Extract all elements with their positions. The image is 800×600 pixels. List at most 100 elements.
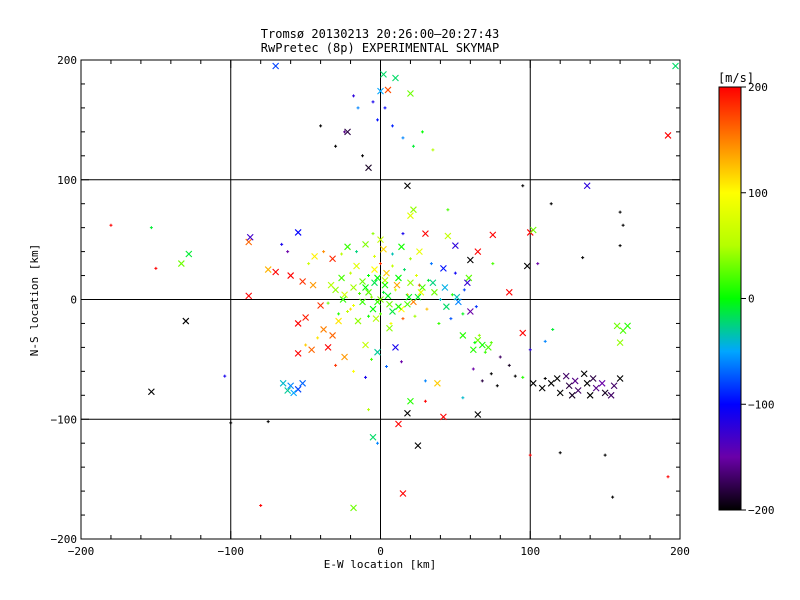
marker-stroke [334, 363, 338, 367]
echo-marker-large [434, 379, 441, 387]
echo-marker-small [259, 503, 263, 507]
echo-marker-small [489, 372, 493, 376]
marker-stroke [543, 339, 547, 343]
marker-stroke [335, 317, 342, 325]
marker-stroke [461, 396, 465, 400]
marker-stroke [440, 264, 447, 272]
echo-marker-small [379, 262, 382, 266]
echo-marker-small [446, 208, 450, 212]
marker-stroke [420, 130, 424, 134]
marker-stroke [371, 232, 375, 236]
echo-marker-large [414, 293, 422, 301]
echo-marker-large [369, 305, 377, 313]
marker-stroke [453, 271, 457, 275]
echo-marker-small [420, 130, 424, 134]
marker-stroke [353, 262, 360, 270]
echo-marker-small [334, 363, 338, 367]
y-axis-label: N-S location [km] [28, 244, 41, 357]
marker-stroke [466, 256, 474, 264]
marker-stroke [477, 333, 481, 337]
echo-marker-large [380, 245, 387, 253]
marker-stroke [395, 303, 402, 311]
echo-marker-small [229, 421, 233, 425]
marker-stroke [182, 317, 190, 325]
echo-marker-large [350, 504, 357, 512]
marker-stroke [339, 296, 347, 303]
echo-marker-large [466, 256, 474, 264]
echo-marker-small [367, 274, 371, 278]
echo-marker-small [352, 303, 356, 307]
marker-stroke [610, 382, 618, 390]
marker-stroke [364, 375, 368, 379]
echo-marker-large [384, 292, 392, 300]
echo-marker-large [353, 262, 360, 270]
echo-marker-large [616, 339, 624, 346]
echo-marker-large [317, 302, 324, 309]
marker-stroke [407, 212, 414, 220]
marker-stroke [419, 284, 426, 291]
marker-stroke [392, 74, 399, 82]
echo-marker-small [379, 312, 382, 316]
x-tick-label: 100 [520, 545, 540, 558]
marker-stroke [307, 262, 311, 266]
echo-marker-small [453, 271, 457, 275]
marker-stroke [529, 379, 537, 387]
colorbar-ticks: 200 100 0 −100 −200 [741, 81, 775, 517]
echo-marker-large [359, 278, 366, 285]
echo-marker-small [536, 262, 540, 266]
marker-stroke [384, 86, 392, 94]
marker-stroke [367, 408, 371, 412]
echo-marker-large [538, 384, 546, 392]
marker-stroke [379, 262, 382, 266]
marker-stroke [354, 317, 362, 325]
colorbar-tick-label: −100 [748, 398, 775, 411]
echo-marker-small [384, 365, 388, 369]
marker-stroke [429, 279, 437, 287]
echo-marker-large [302, 314, 310, 321]
echo-marker-small [611, 495, 615, 499]
marker-stroke [616, 375, 624, 382]
echo-marker-small [551, 327, 555, 331]
echo-marker-large [377, 87, 384, 95]
marker-stroke [598, 379, 606, 387]
echo-marker-small [423, 399, 427, 403]
echo-marker-large [299, 278, 307, 285]
marker-stroke [592, 384, 600, 392]
echo-marker-large [598, 379, 606, 387]
echo-marker-large [474, 411, 482, 418]
marker-stroke [373, 254, 377, 258]
echo-marker-large [410, 206, 417, 214]
echo-marker-small [266, 420, 270, 424]
marker-stroke [365, 288, 372, 296]
marker-stroke [423, 379, 427, 383]
marker-stroke [290, 389, 298, 397]
marker-stroke [404, 182, 411, 190]
echo-marker-small [349, 271, 353, 275]
echo-marker-small [426, 278, 430, 282]
echo-marker-large [429, 279, 437, 287]
marker-stroke [337, 312, 341, 316]
marker-stroke [329, 255, 336, 263]
echo-marker-small [474, 305, 478, 309]
marker-stroke [473, 341, 477, 345]
echo-marker-small [408, 257, 412, 261]
marker-stroke [376, 118, 380, 122]
echo-marker-large [384, 86, 392, 94]
marker-stroke [302, 314, 310, 321]
echo-marker-small [356, 106, 360, 110]
echo-marker-large [407, 212, 414, 220]
marker-stroke [399, 360, 403, 364]
echo-marker-small [431, 148, 435, 152]
marker-stroke [374, 348, 381, 356]
marker-stroke [395, 420, 402, 428]
marker-stroke [324, 344, 332, 351]
echo-marker-large [529, 226, 537, 234]
echo-marker-large [529, 379, 537, 387]
marker-stroke [381, 290, 385, 294]
marker-stroke [280, 242, 284, 246]
marker-stroke [454, 298, 462, 306]
marker-stroke [350, 284, 357, 291]
marker-stroke [672, 62, 679, 70]
echo-marker-small [322, 250, 326, 254]
